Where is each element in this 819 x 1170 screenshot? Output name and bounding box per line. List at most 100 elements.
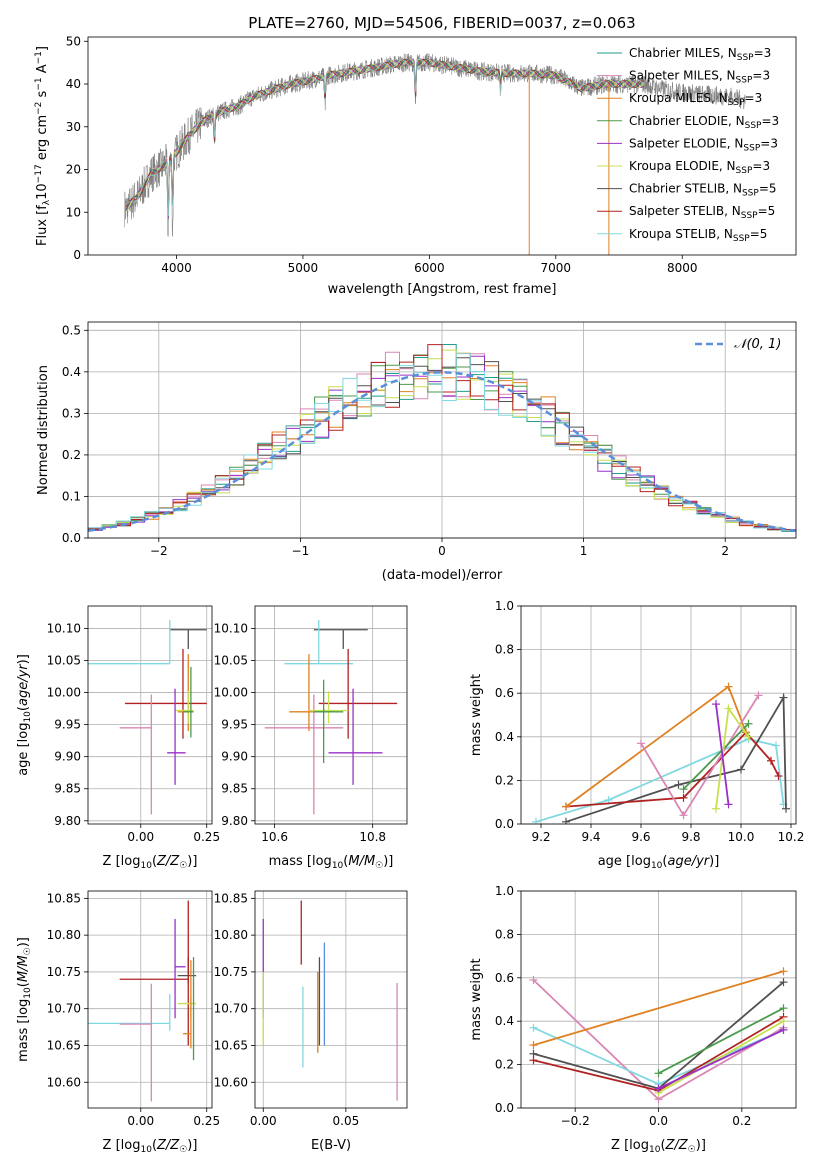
model-spectrum <box>125 58 645 217</box>
legend-entry: Kroupa STELIB, NSSP=5 <box>629 227 767 244</box>
residual-histogram <box>88 353 796 538</box>
y-axis-label: Flux [fλ10−17 erg cm−2 s−1 A−1] <box>34 46 52 246</box>
x-tick-label: 2 <box>721 544 729 558</box>
y-tick-label: 10.60 <box>47 1075 81 1089</box>
x-tick-label: −1 <box>292 544 310 558</box>
axes-frame <box>520 890 797 1109</box>
model-spectrum <box>125 58 645 216</box>
legend-entry: Kroupa ELODIE, NSSP=3 <box>629 159 770 176</box>
y-axis-label: age [log10(age/yr)] <box>16 654 33 776</box>
plot-area <box>529 967 788 1104</box>
y-tick-label: 0.8 <box>495 927 514 941</box>
y-tick-label: 0.6 <box>495 971 514 985</box>
y-tick-label: 0.2 <box>62 448 81 462</box>
x-tick-label: 0 <box>438 544 446 558</box>
y-tick-label: 9.85 <box>221 782 248 796</box>
y-tick-label: 0.0 <box>62 531 81 545</box>
legend-entry: Chabrier MILES, NSSP=3 <box>629 46 771 63</box>
x-tick-label: 9.6 <box>631 830 650 844</box>
y-axis-label: mass weight <box>469 958 484 1040</box>
legend-entry: Salpeter ELODIE, NSSP=3 <box>629 136 778 153</box>
x-tick-label: 4000 <box>161 261 192 275</box>
x-axis-label: E(B-V) <box>311 1138 351 1153</box>
y-tick-label: 10.70 <box>214 1002 248 1016</box>
panel-mass-weight-vs-Z: −0.2 0.0 0.2 0.0 0.2 0.4 0.6 0.8 1.0 Z [log10(Z/Z… <box>469 884 797 1155</box>
axes-frame <box>87 890 213 1109</box>
legend-entry: Chabrier ELODIE, NSSP=3 <box>629 114 779 131</box>
x-axis-label: (data-model)/error <box>382 568 503 583</box>
y-tick-label: 9.80 <box>221 814 248 828</box>
y-tick-label: 10.70 <box>47 1002 81 1016</box>
legend-entry: Chabrier STELIB, NSSP=5 <box>629 182 777 199</box>
legend-entry: Salpeter MILES, NSSP=3 <box>629 69 770 86</box>
y-tick-label: 9.95 <box>54 718 81 732</box>
y-tick-label: 10.85 <box>47 891 81 905</box>
x-tick-label: −2 <box>150 544 168 558</box>
y-tick-label: 9.80 <box>54 814 81 828</box>
y-tick-label: 10.10 <box>47 621 81 635</box>
y-tick-label: 0.0 <box>495 817 514 831</box>
x-axis-label: Z [log10(Z/Z☉)] <box>103 1138 198 1155</box>
y-tick-label: 10.65 <box>214 1038 248 1052</box>
axes-frame <box>254 605 408 825</box>
legend-entry: Salpeter STELIB, NSSP=5 <box>629 204 775 221</box>
weight-line <box>658 1020 784 1094</box>
plot-area <box>532 682 790 824</box>
y-axis-label: mass [log10(M/M☉)] <box>16 937 33 1062</box>
x-tick-label: 6000 <box>414 261 445 275</box>
panel-age-vs-Z: 0.00 0.25 9.80 9.85 9.90 9.95 10.00 10.05 10.10 Z… <box>16 605 220 871</box>
x-tick-label: 0.05 <box>333 1114 360 1128</box>
y-tick-label: 40 <box>66 77 81 91</box>
weight-line <box>658 1029 784 1090</box>
axes-frame <box>87 605 213 825</box>
x-tick-label: 5000 <box>288 261 319 275</box>
y-axis-label: Normed distribution <box>36 365 51 495</box>
plot-area <box>262 900 398 1101</box>
y-tick-label: 9.90 <box>221 750 248 764</box>
y-tick-label: 0.4 <box>495 1014 514 1028</box>
x-tick-label: 10.2 <box>778 830 805 844</box>
y-tick-label: 10.00 <box>214 686 248 700</box>
plot-area <box>264 620 398 815</box>
x-axis-label: age [log10(age/yr)] <box>598 854 720 871</box>
x-axis-label: Z [log10(Z/Z☉)] <box>103 854 198 871</box>
legend: Chabrier MILES, NSSP=3 Salpeter MILES, NS… <box>597 46 779 244</box>
x-tick-label: 9.2 <box>531 830 550 844</box>
weight-line <box>682 723 750 790</box>
x-tick-label: 9.4 <box>581 830 600 844</box>
x-tick-label: 0.00 <box>250 1114 277 1128</box>
x-axis-label: mass [log10(M/M☉)] <box>269 854 394 871</box>
x-tick-label: 1 <box>580 544 588 558</box>
y-tick-label: 10.05 <box>47 654 81 668</box>
y-tick-label: 10.65 <box>47 1038 81 1052</box>
y-tick-label: 0.5 <box>62 323 81 337</box>
x-tick-label: 0.2 <box>732 1114 751 1128</box>
y-tick-label: 9.90 <box>54 750 81 764</box>
y-tick-label: 10.80 <box>214 928 248 942</box>
model-spectrum <box>125 58 645 219</box>
y-axis-label: mass weight <box>469 674 484 756</box>
legend: 𝒩(0, 1) <box>695 337 781 352</box>
y-tick-label: 20 <box>66 163 81 177</box>
y-tick-label: 50 <box>66 34 81 48</box>
y-tick-label: 9.85 <box>54 782 81 796</box>
y-tick-label: 0.3 <box>62 406 81 420</box>
y-tick-label: 10.75 <box>214 965 248 979</box>
x-tick-label: 0.00 <box>127 830 154 844</box>
y-tick-label: 0.0 <box>495 1101 514 1115</box>
y-tick-label: 0.8 <box>495 643 514 657</box>
axes-frame <box>254 890 408 1109</box>
x-tick-label: 10.8 <box>359 830 386 844</box>
plot-area <box>88 620 207 815</box>
legend-entry: 𝒩(0, 1) <box>734 337 781 352</box>
y-tick-label: 30 <box>66 120 81 134</box>
y-tick-label: 0.2 <box>495 773 514 787</box>
x-tick-label: 0.25 <box>193 830 220 844</box>
plot-area <box>88 344 796 538</box>
y-tick-label: 10 <box>66 205 81 219</box>
y-tick-label: 1.0 <box>495 599 514 613</box>
y-tick-label: 10.60 <box>214 1075 248 1089</box>
y-tick-label: 10.00 <box>47 686 81 700</box>
y-tick-label: 0.2 <box>495 1058 514 1072</box>
axes-frame <box>87 321 797 539</box>
